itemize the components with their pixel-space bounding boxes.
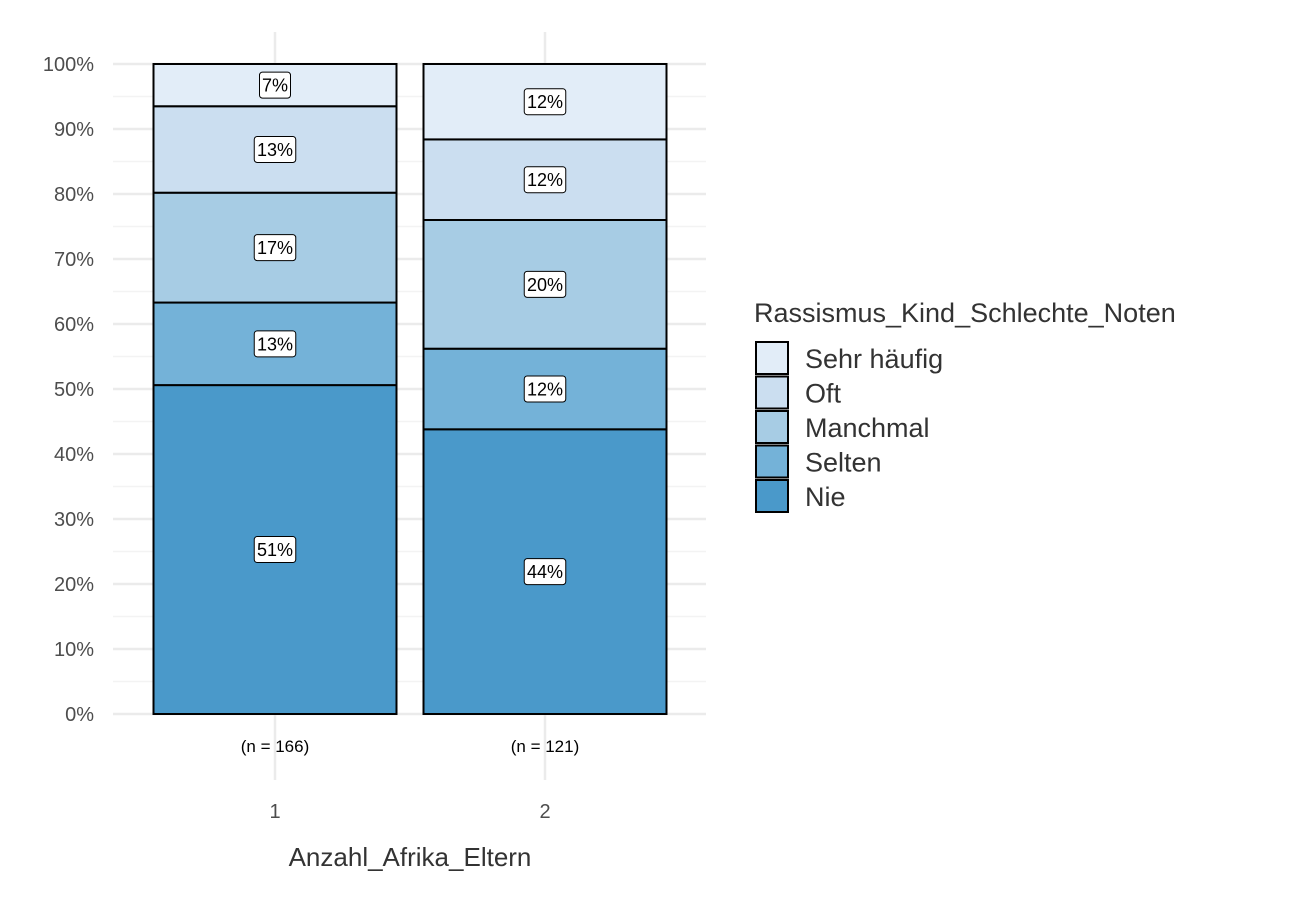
y-tick-label: 0% [65, 704, 94, 726]
data-label-box [253, 536, 297, 564]
data-label: 12% [527, 380, 563, 400]
data-label-box [253, 135, 297, 163]
y-tick-label: 100% [43, 54, 94, 76]
legend-key [755, 444, 789, 479]
legend: Rassismus_Kind_Schlechte_Noten Sehr häuf… [754, 298, 1176, 513]
data-label-box [259, 71, 291, 99]
data-label: 17% [257, 238, 293, 258]
data-label-box [253, 330, 297, 358]
data-label: 12% [527, 92, 563, 112]
x-tick-label: 2 [539, 801, 550, 823]
data-label: 51% [257, 540, 293, 560]
legend-label: Oft [805, 379, 842, 409]
category-n-label: (n = 166) [241, 737, 310, 756]
legend-key [755, 479, 789, 513]
y-tick-label: 70% [54, 249, 94, 271]
x-axis-title: Anzahl_Afrika_Eltern [289, 842, 532, 872]
y-tick-label: 60% [54, 314, 94, 336]
data-label: 13% [257, 140, 293, 160]
x-tick-label: 1 [269, 801, 280, 823]
legend-key [755, 341, 789, 375]
data-label-box [523, 270, 567, 298]
y-tick-label: 10% [54, 639, 94, 661]
data-labels-layer: 51% 13% 17% 13% 7% 44% 12% 20% 12% 12% [253, 71, 567, 586]
y-tick-label: 90% [54, 119, 94, 141]
legend-key [755, 410, 789, 444]
data-label-box [253, 234, 297, 262]
legend-title: Rassismus_Kind_Schlechte_Noten [754, 298, 1176, 328]
legend-label: Manchmal [805, 413, 930, 443]
data-label-box [523, 375, 567, 403]
y-tick-label: 50% [54, 379, 94, 401]
data-label: 44% [527, 562, 563, 582]
y-tick-label: 20% [54, 574, 94, 596]
y-tick-label: 80% [54, 184, 94, 206]
category-n-label: (n = 121) [511, 737, 580, 756]
data-label: 12% [527, 170, 563, 190]
legend-label: Selten [805, 448, 882, 478]
data-label: 7% [262, 76, 288, 96]
data-label: 13% [257, 334, 293, 354]
legend-key [755, 375, 789, 410]
axis-layer: 0% 10% 20% 30% 40% 50% 60% 70% 80% 90% 100% (n = 16… [43, 54, 579, 823]
data-label-box [523, 88, 567, 116]
data-label-box [523, 166, 567, 194]
y-tick-label: 40% [54, 444, 94, 466]
data-label-box [523, 558, 567, 586]
data-label: 20% [527, 275, 563, 295]
y-tick-label: 30% [54, 509, 94, 531]
legend-label: Nie [805, 482, 846, 512]
legend-label: Sehr häufig [805, 344, 943, 374]
